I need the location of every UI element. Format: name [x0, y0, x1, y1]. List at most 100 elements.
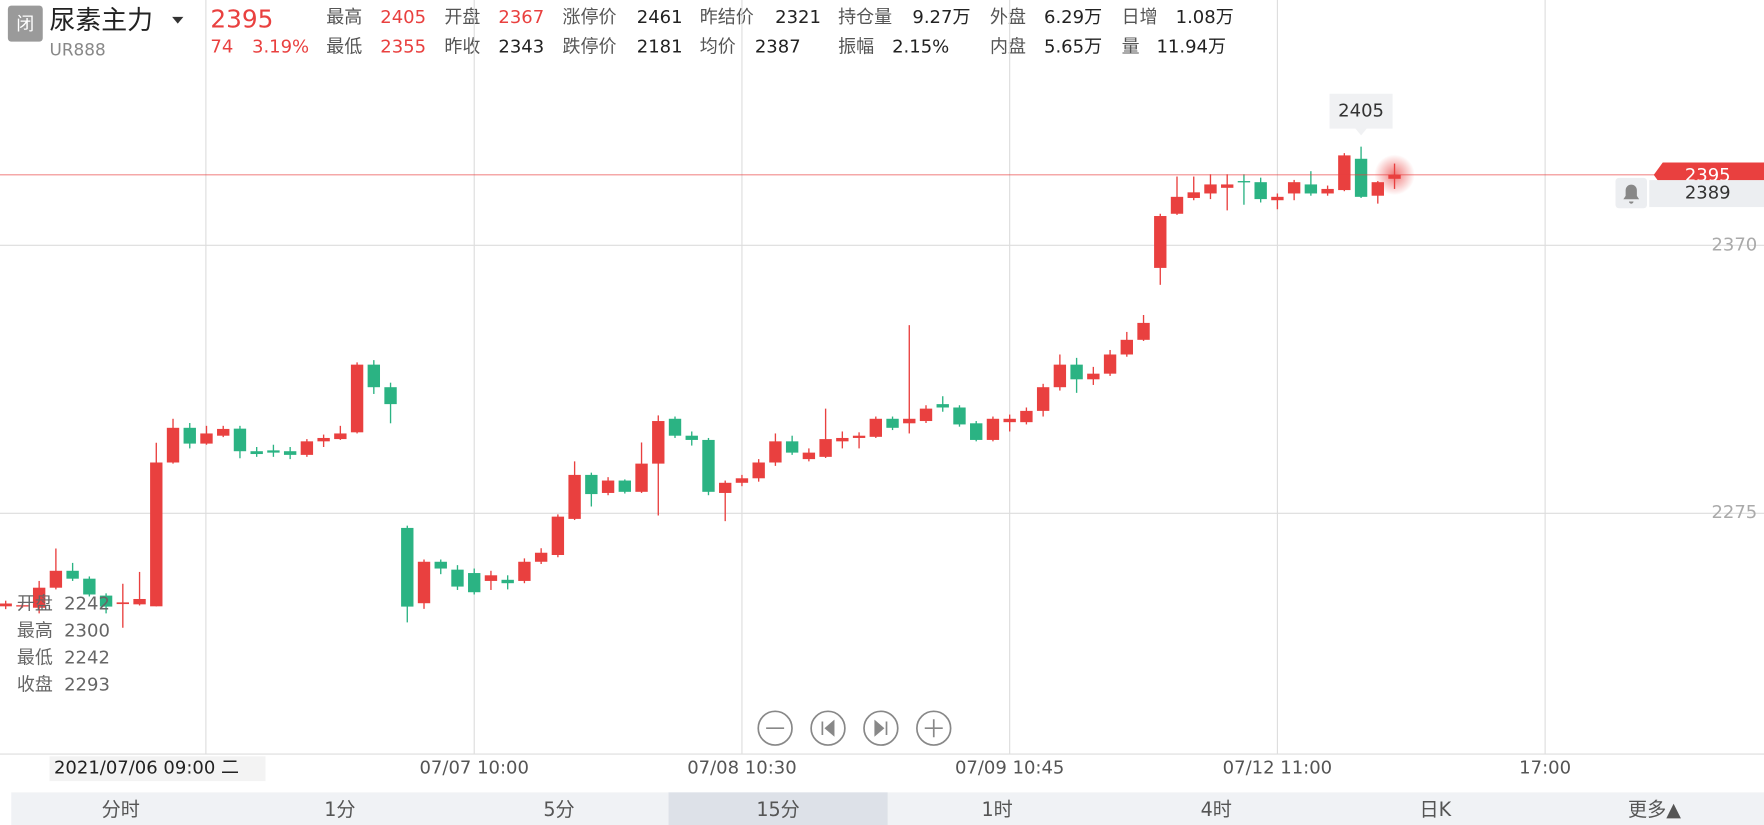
- candle-body: [551, 516, 565, 555]
- candle-body: [233, 428, 247, 452]
- candle-body: [568, 474, 581, 519]
- candle-body: [166, 427, 180, 463]
- field-label: 昨收: [444, 36, 480, 57]
- candle-body: [1120, 339, 1133, 355]
- candle-body: [32, 587, 46, 608]
- alert-price: 2389: [1685, 183, 1731, 204]
- candle-body: [1053, 364, 1067, 388]
- field-value: 2.15%: [892, 36, 949, 57]
- dropdown-arrow[interactable]: [172, 16, 184, 24]
- candle-body: [1103, 354, 1117, 374]
- tab[interactable]: 15分: [756, 798, 799, 821]
- candle-body: [886, 418, 899, 428]
- candle-body: [819, 439, 832, 457]
- ohlc-value: 2242: [64, 593, 110, 614]
- candle-body: [267, 450, 280, 453]
- candle-body: [1204, 184, 1217, 194]
- contract-name[interactable]: 尿素主力: [50, 6, 153, 36]
- tab[interactable]: 日K: [1420, 798, 1452, 821]
- y-tick-label: 2275: [1711, 502, 1757, 523]
- tab[interactable]: 5分: [543, 798, 574, 821]
- tab[interactable]: 4时: [1201, 798, 1232, 821]
- candle-body: [518, 561, 531, 581]
- ohlc-label: 开盘: [17, 593, 53, 614]
- x-tick-label: 07/12 11:00: [1223, 758, 1332, 779]
- candle-body: [752, 462, 765, 479]
- field-label: 跌停价: [563, 36, 617, 57]
- candle-body: [317, 437, 330, 442]
- field-label: 持仓量: [838, 7, 892, 28]
- candle-body: [300, 441, 314, 455]
- field-value: 1.08万: [1176, 7, 1234, 28]
- candle-body: [869, 418, 882, 437]
- candle-body: [852, 435, 866, 438]
- candle-body: [434, 561, 447, 569]
- status-text: 闭: [16, 14, 34, 35]
- candle-body: [116, 602, 130, 605]
- field-label: 昨结价: [700, 7, 754, 28]
- ohlc-value: 2293: [64, 674, 110, 695]
- field-value: 2181: [637, 36, 683, 57]
- field-label: 内盘: [990, 36, 1026, 57]
- cursor-time-box: [49, 756, 266, 782]
- candle-body: [200, 433, 213, 444]
- candle-body: [250, 451, 263, 455]
- icon: [874, 719, 888, 737]
- candle-body: [735, 478, 749, 483]
- candle-body: [1237, 181, 1251, 183]
- candle-body: [1070, 364, 1083, 380]
- candle-body: [484, 575, 498, 581]
- tab[interactable]: 1时: [982, 798, 1013, 821]
- candle-body: [1036, 387, 1050, 411]
- candle-body: [133, 598, 146, 605]
- candle-body: [1254, 182, 1267, 200]
- bell-icon: [1623, 184, 1640, 204]
- field-label: 最高: [326, 7, 362, 28]
- field-label: 日增: [1122, 7, 1158, 28]
- field-label: 外盘: [990, 7, 1026, 28]
- x-tick-label: 07/08 10:30: [687, 758, 796, 779]
- tab[interactable]: 更多▲: [1628, 798, 1681, 821]
- ohlc-value: 2242: [64, 647, 110, 668]
- last-price: 2395: [210, 4, 273, 33]
- candle-body: [986, 418, 1000, 440]
- candle-body: [334, 433, 347, 440]
- candle-body: [1154, 216, 1167, 268]
- candle-body: [66, 570, 79, 579]
- field-label: 开盘: [444, 7, 480, 28]
- candle-body: [534, 552, 548, 562]
- candle-body: [719, 482, 732, 493]
- ohlc-label: 收盘: [17, 674, 53, 695]
- contract-code: UR888: [50, 40, 106, 60]
- candle-body: [0, 603, 12, 607]
- high-tooltip-text: 2405: [1338, 101, 1384, 122]
- field-value: 9.27万: [912, 7, 970, 28]
- field-label: 涨停价: [563, 7, 617, 28]
- tab-selected: [668, 792, 888, 825]
- icon: [821, 719, 835, 737]
- candle-body: [183, 427, 196, 444]
- candle-body: [668, 418, 682, 436]
- status-badge: [7, 5, 43, 42]
- field-value: 2343: [498, 36, 544, 57]
- candle-body: [217, 428, 230, 436]
- candle-body: [585, 474, 598, 495]
- candle-body: [384, 387, 397, 405]
- candle-body: [836, 437, 849, 442]
- candle-body: [150, 462, 163, 607]
- candle-body: [618, 480, 632, 492]
- candle-body: [1321, 188, 1334, 194]
- tab[interactable]: 分时: [102, 798, 140, 821]
- candle-body: [601, 480, 615, 493]
- tab[interactable]: 1分: [324, 798, 355, 821]
- candle-body: [417, 561, 431, 604]
- candle-body: [1187, 192, 1200, 198]
- field-value: 2387: [755, 36, 801, 57]
- field-label: 量: [1122, 36, 1140, 57]
- field-label: 振幅: [838, 36, 874, 57]
- field-label: 最低: [326, 36, 362, 57]
- candle-body: [903, 418, 916, 424]
- candle-body: [702, 439, 715, 492]
- field-value: 2321: [775, 7, 821, 28]
